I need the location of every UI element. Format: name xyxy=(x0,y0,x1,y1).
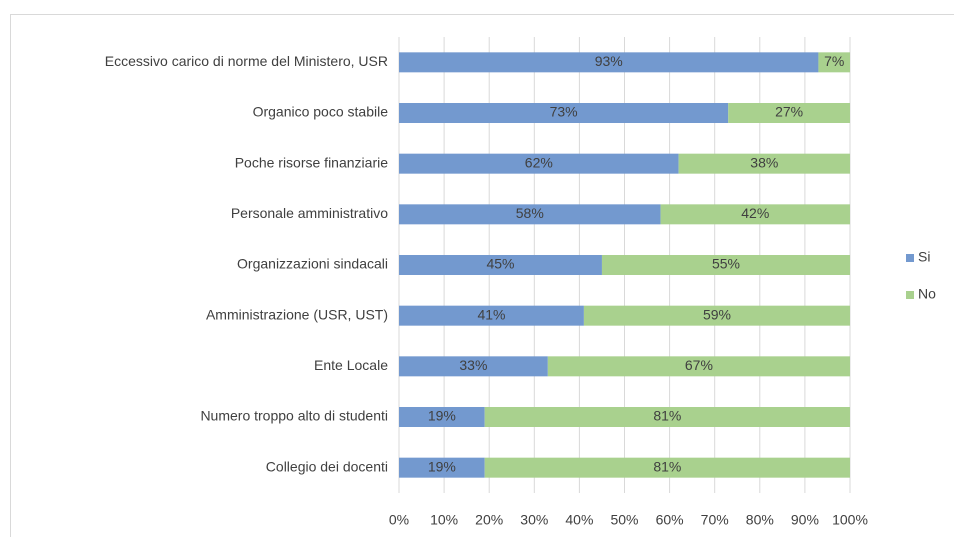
bar-segment xyxy=(583,305,850,326)
data-label: 19% xyxy=(428,408,456,424)
bar-segment xyxy=(601,255,850,275)
y-tick-label: Personale amministrativo xyxy=(231,205,388,221)
y-tick-label: Organico poco stabile xyxy=(253,104,389,120)
data-label: 67% xyxy=(685,357,713,373)
bar-segment xyxy=(399,407,485,427)
x-tick-label: 40% xyxy=(565,512,593,528)
bar-segment xyxy=(399,153,679,174)
x-tick-label: 0% xyxy=(389,512,409,528)
x-tick-label: 80% xyxy=(746,512,774,528)
bar-segment xyxy=(660,204,850,225)
y-tick-label: Poche risorse finanziarie xyxy=(235,154,389,170)
bar-segment xyxy=(399,103,729,123)
x-tick-label: 70% xyxy=(701,512,729,528)
y-tick-label: Collegio dei docenti xyxy=(266,458,388,474)
bar-segment xyxy=(678,153,850,174)
y-tick-label: Organizzazioni sindacali xyxy=(237,256,388,272)
bar-segment xyxy=(399,457,485,478)
data-label: 81% xyxy=(653,458,681,474)
data-label: 38% xyxy=(750,154,778,170)
y-tick-label: Eccessivo carico di norme del Ministero,… xyxy=(105,53,388,69)
x-tick-label: 20% xyxy=(475,512,503,528)
bar-segment xyxy=(818,52,850,73)
x-tick-label: 10% xyxy=(430,512,458,528)
x-tick-label: 30% xyxy=(520,512,548,528)
data-label: 19% xyxy=(428,458,456,474)
data-label: 55% xyxy=(712,256,740,272)
data-label: 41% xyxy=(477,306,505,322)
bar-segment xyxy=(399,255,602,275)
legend-label: No xyxy=(918,286,936,302)
x-tick-label: 100% xyxy=(832,512,868,528)
data-label: 73% xyxy=(550,104,578,120)
x-tick-label: 90% xyxy=(791,512,819,528)
data-label: 81% xyxy=(653,408,681,424)
legend-swatch xyxy=(906,291,914,299)
data-label: 93% xyxy=(595,53,623,69)
bar-segment xyxy=(484,407,850,427)
data-label: 45% xyxy=(486,256,514,272)
bar-segment xyxy=(399,356,548,377)
bar-segment xyxy=(399,305,584,326)
legend-swatch xyxy=(906,254,914,262)
data-label: 62% xyxy=(525,154,553,170)
data-label: 42% xyxy=(741,205,769,221)
bar-segment xyxy=(399,52,819,73)
data-label: 33% xyxy=(459,357,487,373)
bar-segment xyxy=(484,457,850,478)
data-label: 7% xyxy=(824,53,844,69)
legend-label: Si xyxy=(918,249,930,265)
bar-segment xyxy=(728,103,850,123)
data-label: 27% xyxy=(775,104,803,120)
chart-border xyxy=(10,14,954,537)
bar-segment xyxy=(399,204,661,225)
y-tick-label: Numero troppo alto di studenti xyxy=(200,408,388,424)
x-tick-label: 50% xyxy=(610,512,638,528)
data-label: 59% xyxy=(703,306,731,322)
x-tick-label: 60% xyxy=(656,512,684,528)
data-label: 58% xyxy=(516,205,544,221)
y-tick-label: Amministrazione (USR, UST) xyxy=(206,306,388,322)
y-tick-label: Ente Locale xyxy=(314,357,388,373)
bar-segment xyxy=(547,356,850,377)
